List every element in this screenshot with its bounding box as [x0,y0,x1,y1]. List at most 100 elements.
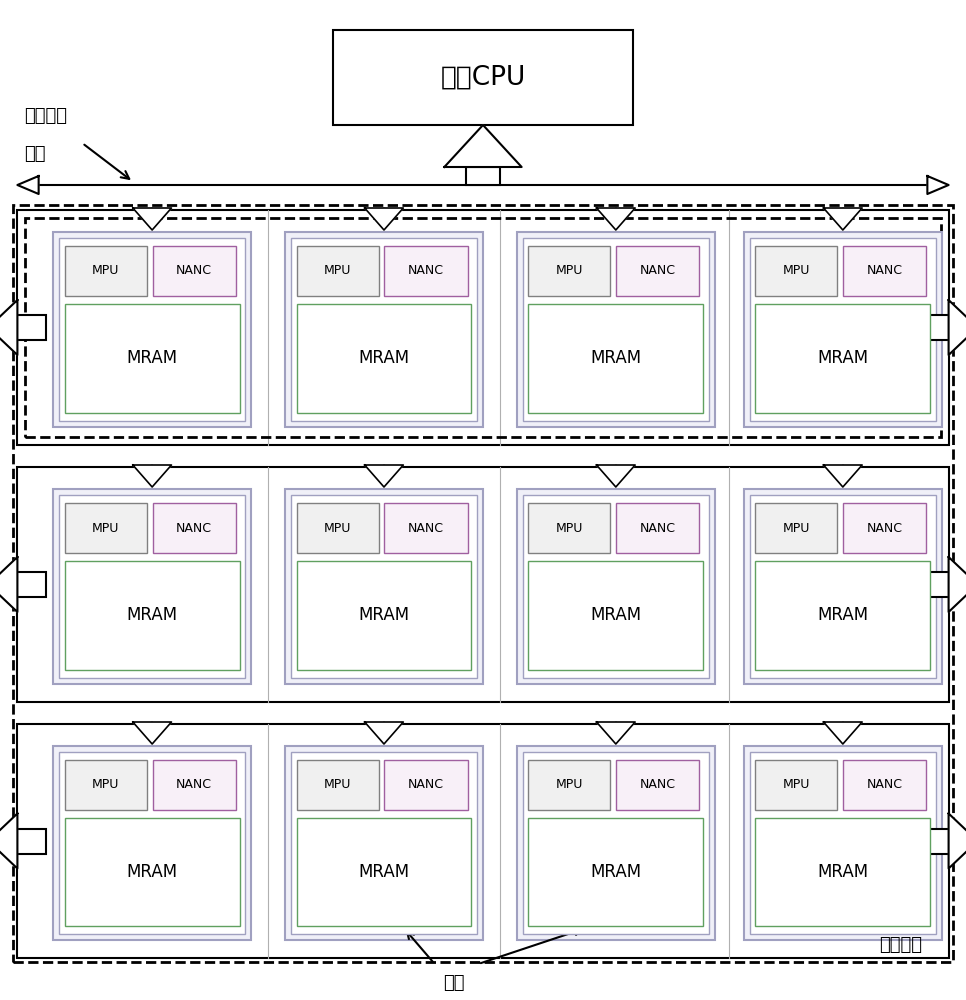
Polygon shape [133,208,172,230]
Bar [59,752,245,934]
Text: 内控CPU: 内控CPU [440,64,526,91]
Polygon shape [597,465,636,487]
Bar [755,561,930,670]
Bar [528,503,611,553]
Bar [153,760,236,810]
Text: MRAM: MRAM [590,606,641,624]
Text: MPU: MPU [324,264,352,277]
Polygon shape [597,722,636,744]
Bar [517,232,715,427]
Polygon shape [0,300,17,355]
Bar [755,503,838,553]
Bar [291,495,477,678]
Text: MPU: MPU [782,521,810,534]
Bar [285,489,483,684]
Polygon shape [444,125,522,167]
Bar [285,232,483,427]
Bar [744,746,942,940]
Bar [153,246,236,296]
Bar [523,495,709,678]
Bar [750,238,936,421]
Text: MPU: MPU [555,264,583,277]
Text: MRAM: MRAM [127,349,178,367]
Bar [17,315,46,340]
Bar [59,238,245,421]
Bar [384,503,468,553]
Polygon shape [0,557,17,612]
Text: MRAM: MRAM [817,349,868,367]
Text: NANC: NANC [867,521,903,534]
Text: NANC: NANC [408,778,444,792]
Text: 细胞阵列: 细胞阵列 [24,107,68,125]
Text: MRAM: MRAM [127,863,178,881]
Bar [616,503,699,553]
Bar [25,218,941,437]
Text: NANC: NANC [408,521,444,534]
Text: MPU: MPU [92,264,120,277]
Bar [153,503,236,553]
Polygon shape [949,557,966,612]
Bar [843,503,926,553]
Text: 总线: 总线 [24,145,45,163]
Polygon shape [823,208,863,230]
Text: MRAM: MRAM [127,606,178,624]
Text: MRAM: MRAM [590,863,641,881]
Bar [755,304,930,413]
Text: MPU: MPU [92,521,120,534]
Bar [17,210,949,445]
Polygon shape [365,208,404,230]
Bar [333,30,633,125]
Text: MRAM: MRAM [817,863,868,881]
Bar [285,746,483,940]
Bar [297,246,379,296]
Polygon shape [597,208,636,230]
Text: MPU: MPU [324,521,352,534]
Text: MRAM: MRAM [590,349,641,367]
Polygon shape [823,722,863,744]
Text: NANC: NANC [639,264,676,277]
Text: NANC: NANC [867,778,903,792]
Bar [59,495,245,678]
Bar [616,246,699,296]
Text: NANC: NANC [867,264,903,277]
Bar [517,489,715,684]
Bar [523,238,709,421]
Bar [750,495,936,678]
Text: MPU: MPU [92,778,120,792]
Bar [750,752,936,934]
Text: MPU: MPU [555,521,583,534]
Bar [65,246,147,296]
Bar [65,818,240,926]
Bar [17,828,46,854]
Bar [528,818,703,926]
Polygon shape [365,465,404,487]
Text: NANC: NANC [639,778,676,792]
Text: MPU: MPU [324,778,352,792]
Bar [843,760,926,810]
Bar [65,760,147,810]
Polygon shape [133,722,172,744]
Polygon shape [365,722,404,744]
Bar [616,760,699,810]
Text: 细胞阵列: 细胞阵列 [879,936,923,954]
Text: NANC: NANC [408,264,444,277]
Bar [384,246,468,296]
Bar [755,818,930,926]
Text: MRAM: MRAM [358,606,410,624]
Bar [297,818,471,926]
Bar [528,246,611,296]
Bar [17,572,46,597]
Text: MPU: MPU [555,778,583,792]
Bar [523,752,709,934]
Bar [297,561,471,670]
Polygon shape [927,176,949,194]
Text: MRAM: MRAM [358,349,410,367]
Text: MRAM: MRAM [817,606,868,624]
Text: MRAM: MRAM [358,863,410,881]
Text: 细胞: 细胞 [443,974,465,992]
Text: NANC: NANC [639,521,676,534]
Text: NANC: NANC [176,264,213,277]
Bar [843,246,926,296]
Bar [920,828,949,854]
Bar [53,489,251,684]
